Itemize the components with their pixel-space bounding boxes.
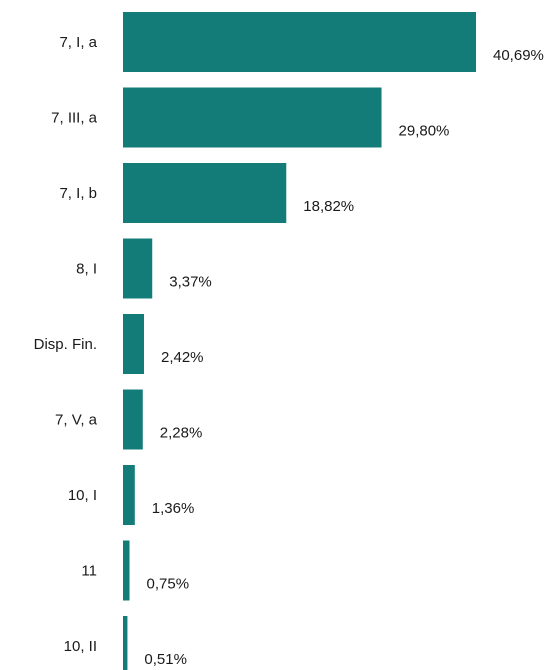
bar [123,389,143,450]
value-label: 3,37% [169,274,212,291]
category-label: 11 [81,563,97,580]
value-label: 29,80% [399,123,450,140]
value-labels: 40,69% 29,80% 18,82% 3,37% 2,42% 2,28% 1,36% 0,… [144,47,543,668]
value-label: 1,36% [152,500,195,517]
category-label: 7, I, a [59,34,97,51]
category-label: Disp. Fin. [34,336,97,353]
bar [123,12,476,72]
category-label: 8, I [76,261,97,278]
category-label: 7, V, a [55,412,98,429]
value-label: 0,51% [144,651,187,668]
category-label: 7, I, b [59,185,97,202]
category-label: 10, I [68,487,97,504]
value-label: 2,28% [160,425,203,442]
category-label: 10, II [64,638,97,655]
bar [123,163,287,223]
bar [123,616,128,670]
value-label: 2,42% [161,349,204,366]
category-label: 7, III, a [51,110,98,127]
value-label: 40,69% [493,47,544,64]
bar [123,540,130,601]
bars [123,12,476,670]
category-labels: 7, I, a 7, III, a 7, I, b 8, I Disp. Fin. 7, … [34,34,98,655]
bar [123,314,144,374]
value-label: 18,82% [303,198,354,215]
bar [123,465,135,525]
bar [123,87,382,148]
value-label: 0,75% [147,576,190,593]
bar [123,238,153,299]
